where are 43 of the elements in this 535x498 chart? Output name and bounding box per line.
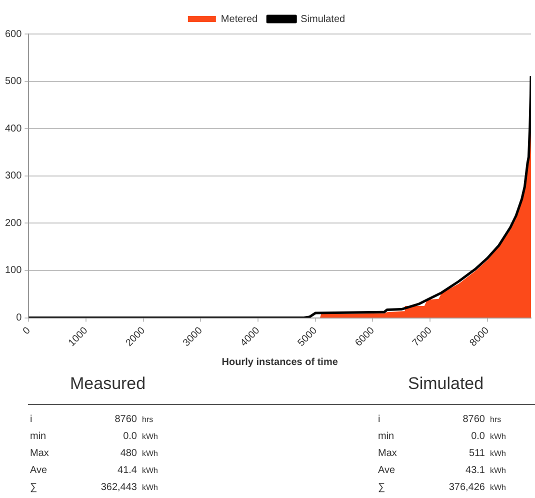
text: 480 bbox=[120, 448, 137, 459]
text: hrs bbox=[142, 415, 154, 424]
text: 41.4 bbox=[118, 465, 137, 476]
y-tick-label: 100 bbox=[4, 265, 22, 276]
text: min bbox=[378, 431, 394, 442]
text: Max bbox=[378, 448, 397, 459]
text: 362,443 bbox=[100, 482, 137, 493]
text: hrs bbox=[490, 415, 502, 424]
y-tick-label: 600 bbox=[4, 28, 22, 40]
y-tick-label: 400 bbox=[4, 123, 22, 134]
text: 8760 bbox=[114, 414, 137, 425]
text: ∑ bbox=[378, 482, 386, 493]
text: kWh bbox=[142, 466, 158, 475]
text: Simulated bbox=[408, 374, 484, 394]
text: Ave bbox=[30, 465, 48, 476]
x-tick-label: 0 bbox=[21, 325, 34, 338]
text: Measured bbox=[70, 374, 146, 394]
text: 43.1 bbox=[466, 465, 485, 476]
text: 8760 bbox=[462, 414, 485, 425]
x-axis-title: Hourly instances of time bbox=[222, 356, 338, 368]
y-tick-label: 300 bbox=[4, 170, 22, 182]
text: ∑ bbox=[30, 482, 38, 493]
text: kWh bbox=[490, 466, 506, 475]
text: Max bbox=[30, 448, 49, 459]
legend-label: Metered bbox=[220, 14, 258, 25]
text: kWh bbox=[142, 483, 158, 492]
text: i bbox=[378, 414, 380, 425]
text: kWh bbox=[142, 432, 158, 441]
text: kWh bbox=[490, 432, 506, 441]
text: kWh bbox=[142, 449, 158, 458]
text: Ave bbox=[378, 465, 396, 476]
y-tick-label: 0 bbox=[16, 312, 22, 324]
legend-label: Simulated bbox=[300, 14, 346, 25]
text: 511 bbox=[469, 448, 485, 459]
text: 376,426 bbox=[448, 482, 485, 493]
text: 0.0 bbox=[471, 431, 485, 442]
text: kWh bbox=[490, 483, 506, 492]
text: i bbox=[30, 414, 32, 425]
text: kWh bbox=[490, 449, 506, 458]
y-tick-label: 200 bbox=[4, 218, 22, 229]
text: 0.0 bbox=[123, 431, 137, 442]
text: min bbox=[30, 431, 46, 442]
y-tick-label: 500 bbox=[4, 76, 22, 88]
